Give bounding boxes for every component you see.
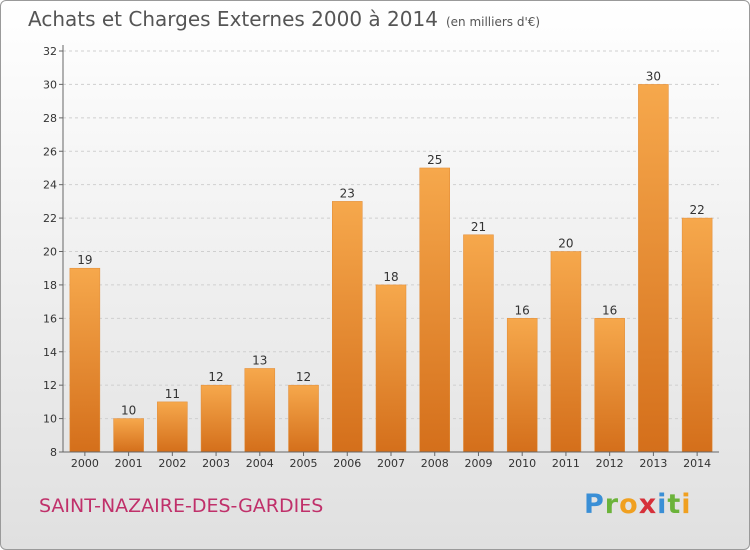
x-tick-label: 2006 <box>333 457 361 470</box>
x-tick-label: 2010 <box>508 457 536 470</box>
bar-2000 <box>69 267 101 453</box>
bar-2004 <box>244 368 276 453</box>
bar-2014 <box>681 217 713 453</box>
bar-2008 <box>419 167 450 453</box>
bar-2013 <box>638 84 669 453</box>
x-tick-label: 2000 <box>71 457 99 470</box>
y-tick-label: 20 <box>43 246 57 259</box>
data-label-2008: 25 <box>427 153 442 167</box>
x-tick-label: 2009 <box>464 457 492 470</box>
x-tick-label: 2002 <box>158 457 186 470</box>
y-tick-label: 18 <box>43 279 57 292</box>
bar-2007 <box>375 284 407 453</box>
logo-letter: t <box>667 489 682 520</box>
bar-2002 <box>157 401 188 453</box>
bar-2003 <box>200 384 232 453</box>
data-label-2010: 16 <box>515 303 530 317</box>
x-tick-label: 2003 <box>202 457 230 470</box>
y-tick-label: 14 <box>43 346 57 359</box>
bar-2005 <box>288 384 319 453</box>
proxiti-logo: Proxiti <box>584 489 692 520</box>
y-tick-label: 26 <box>43 145 57 158</box>
x-tick-label: 2013 <box>639 457 667 470</box>
bars <box>69 84 713 453</box>
data-label-2005: 12 <box>296 370 311 384</box>
y-tick-label: 22 <box>43 212 57 225</box>
logo-letter: o <box>619 489 639 520</box>
data-label-2012: 16 <box>602 303 617 317</box>
x-tick-label: 2005 <box>290 457 318 470</box>
y-tick-label: 12 <box>43 379 57 392</box>
data-label-2007: 18 <box>383 270 398 284</box>
chart-title-text: Achats et Charges Externes 2000 à 2014 <box>28 7 438 31</box>
y-tick-label: 30 <box>43 78 57 91</box>
data-label-2003: 12 <box>208 370 223 384</box>
bar-2011 <box>550 251 582 453</box>
x-tick-label: 2001 <box>115 457 143 470</box>
bar-2012 <box>594 318 625 453</box>
y-tick-label: 8 <box>50 446 57 459</box>
y-tick-label: 32 <box>43 45 57 58</box>
logo-letter: i <box>681 489 692 520</box>
bar-2001 <box>113 418 144 453</box>
data-label-2006: 23 <box>340 186 355 200</box>
x-tick-label: 2007 <box>377 457 405 470</box>
x-tick-label: 2011 <box>552 457 580 470</box>
bar-2006 <box>332 201 363 453</box>
bar-2009 <box>463 234 494 453</box>
data-label-2013: 30 <box>646 69 661 83</box>
commune-name: SAINT-NAZAIRE-DES-GARDIES <box>39 495 324 517</box>
data-label-2009: 21 <box>471 220 486 234</box>
data-label-2004: 13 <box>252 353 267 367</box>
bar-2010 <box>506 318 538 453</box>
y-tick-label: 24 <box>43 179 57 192</box>
data-label-2002: 11 <box>165 387 180 401</box>
data-label-2001: 10 <box>121 404 136 418</box>
data-label-2014: 22 <box>689 203 704 217</box>
y-tick-label: 16 <box>43 312 57 325</box>
x-tick-label: 2012 <box>596 457 624 470</box>
y-tick-label: 28 <box>43 112 57 125</box>
logo-letter: x <box>638 489 658 520</box>
data-label-2011: 20 <box>558 237 573 251</box>
logo-letter: P <box>584 489 605 520</box>
data-label-2000: 19 <box>77 253 92 267</box>
y-tick-label: 10 <box>43 413 57 426</box>
chart-title: Achats et Charges Externes 2000 à 2014 (e… <box>28 7 540 31</box>
chart-unit: (en milliers d'€) <box>445 15 541 29</box>
logo-letter: i <box>657 489 668 520</box>
labels: 8 10 12 14 16 18 20 22 24 26 28 30 32 19 2000 10 2001 11 2… <box>43 45 711 470</box>
x-tick-label: 2014 <box>683 457 711 470</box>
x-tick-label: 2008 <box>421 457 449 470</box>
x-tick-label: 2004 <box>246 457 274 470</box>
logo-letter: r <box>604 489 620 520</box>
axes <box>59 45 719 456</box>
